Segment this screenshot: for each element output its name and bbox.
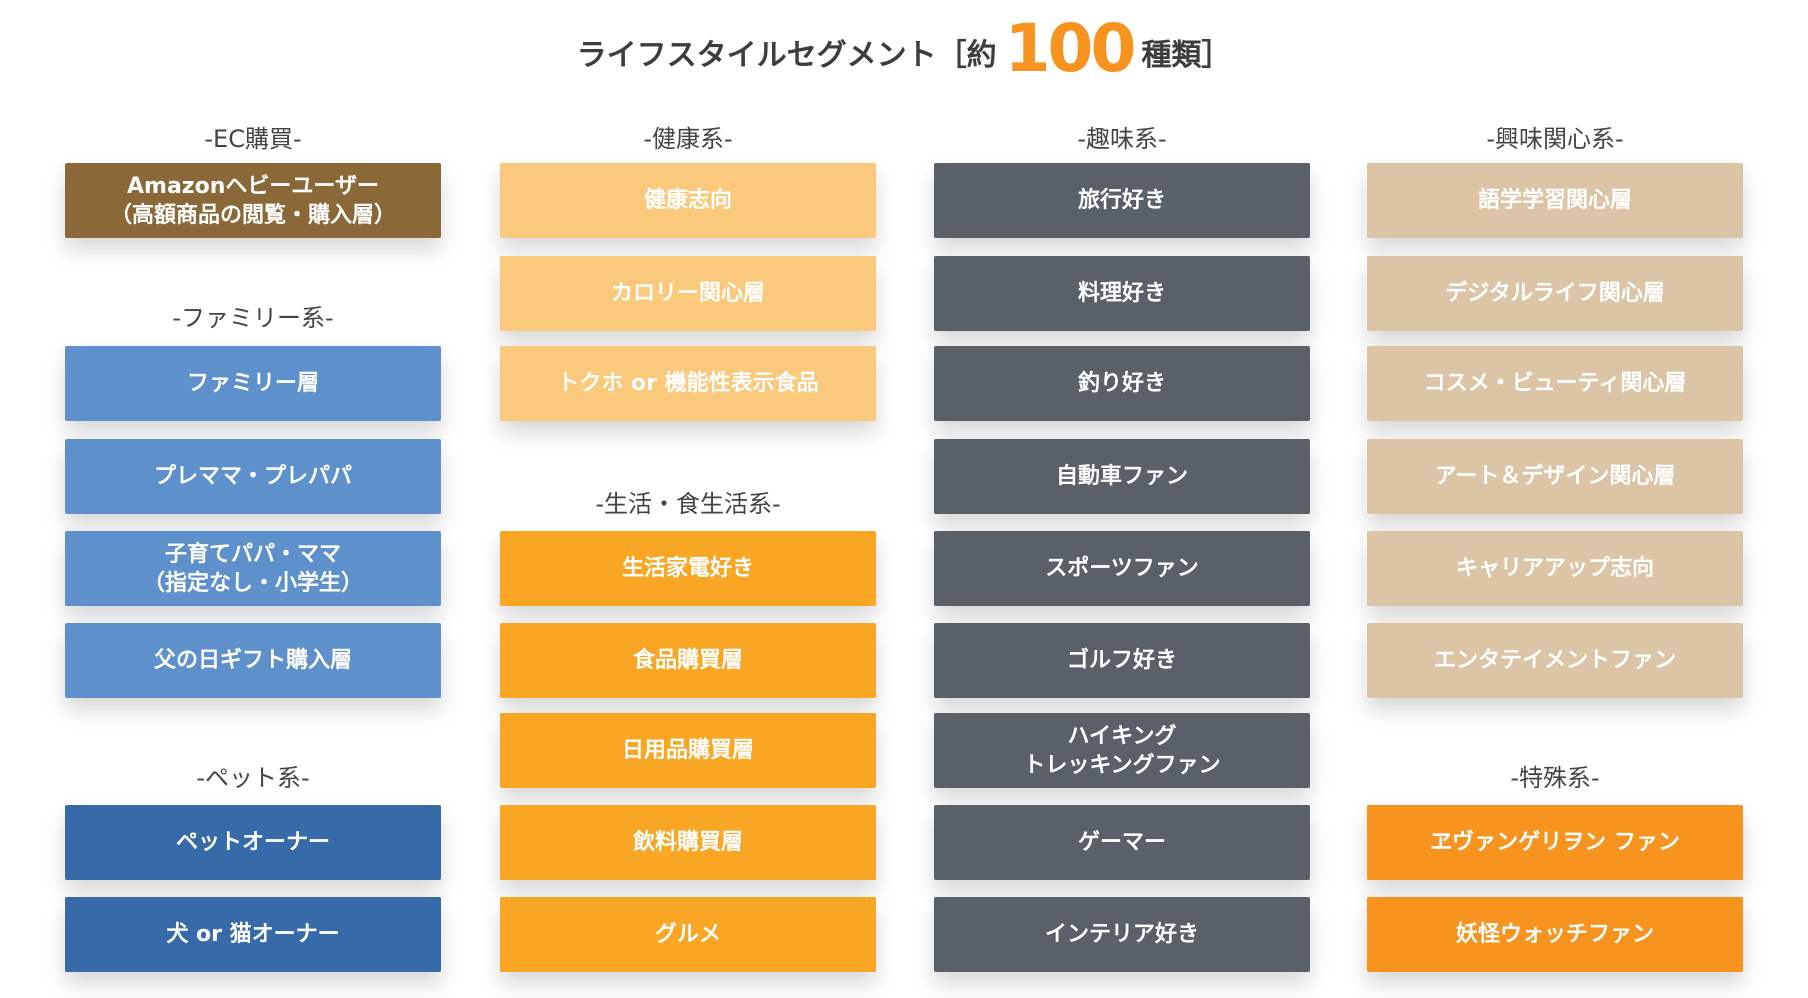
group-heading-interest: -興味関心系-	[1486, 125, 1624, 153]
group-heading-pet: -ペット系-	[196, 764, 310, 792]
group-heading-health: -健康系-	[643, 125, 733, 153]
page-title: ライフスタイルセグメント［約 100 種類］	[0, 10, 1808, 87]
group-heading-family: -ファミリー系-	[172, 304, 334, 332]
group-heading-special: -特殊系-	[1510, 764, 1600, 792]
group-heading-ec: -EC購買-	[204, 125, 302, 153]
segment-box-hobby: ゴルフ好き	[934, 623, 1310, 698]
segment-box-pet: ペットオーナー	[65, 805, 441, 880]
segment-box-interest: エンタテイメントファン	[1367, 623, 1743, 698]
segment-box-interest: キャリアアップ志向	[1367, 531, 1743, 606]
segment-box-hobby: ハイキング トレッキングファン	[934, 713, 1310, 788]
segment-box-hobby: インテリア好き	[934, 897, 1310, 972]
segment-box-life: 飲料購買層	[500, 805, 876, 880]
segment-box-ec: Amazonヘビーユーザー （高額商品の閲覧・購入層）	[65, 163, 441, 238]
segment-box-hobby: 料理好き	[934, 256, 1310, 331]
segment-box-interest: 語学学習関心層	[1367, 163, 1743, 238]
group-heading-life: -生活・食生活系-	[595, 490, 781, 518]
segment-box-life: グルメ	[500, 897, 876, 972]
segment-box-pet: 犬 or 猫オーナー	[65, 897, 441, 972]
segment-box-hobby: 自動車ファン	[934, 439, 1310, 514]
segment-box-health: トクホ or 機能性表示食品	[500, 346, 876, 421]
segment-box-interest: デジタルライフ関心層	[1367, 256, 1743, 331]
segment-box-life: 生活家電好き	[500, 531, 876, 606]
segment-box-interest: コスメ・ビューティ関心層	[1367, 346, 1743, 421]
segment-box-family: 父の日ギフト購入層	[65, 623, 441, 698]
segment-box-family: ファミリー層	[65, 346, 441, 421]
segment-box-interest: アート＆デザイン関心層	[1367, 439, 1743, 514]
title-suffix: 種類］	[1141, 38, 1232, 73]
segment-box-family: 子育てパパ・ママ （指定なし・小学生）	[65, 531, 441, 606]
segment-box-health: 健康志向	[500, 163, 876, 238]
segment-box-special: ヱヴァンゲリヲン ファン	[1367, 805, 1743, 880]
segment-box-life: 日用品購買層	[500, 713, 876, 788]
group-heading-hobby: -趣味系-	[1077, 125, 1167, 153]
title-number: 100	[1004, 10, 1137, 87]
segment-box-special: 妖怪ウォッチファン	[1367, 897, 1743, 972]
segment-box-hobby: 釣り好き	[934, 346, 1310, 421]
segment-box-hobby: ゲーマー	[934, 805, 1310, 880]
segment-box-health: カロリー関心層	[500, 256, 876, 331]
segment-box-hobby: スポーツファン	[934, 531, 1310, 606]
title-prefix: ライフスタイルセグメント［約	[576, 38, 997, 73]
segment-box-hobby: 旅行好き	[934, 163, 1310, 238]
segment-box-life: 食品購買層	[500, 623, 876, 698]
segment-box-family: プレママ・プレパパ	[65, 439, 441, 514]
